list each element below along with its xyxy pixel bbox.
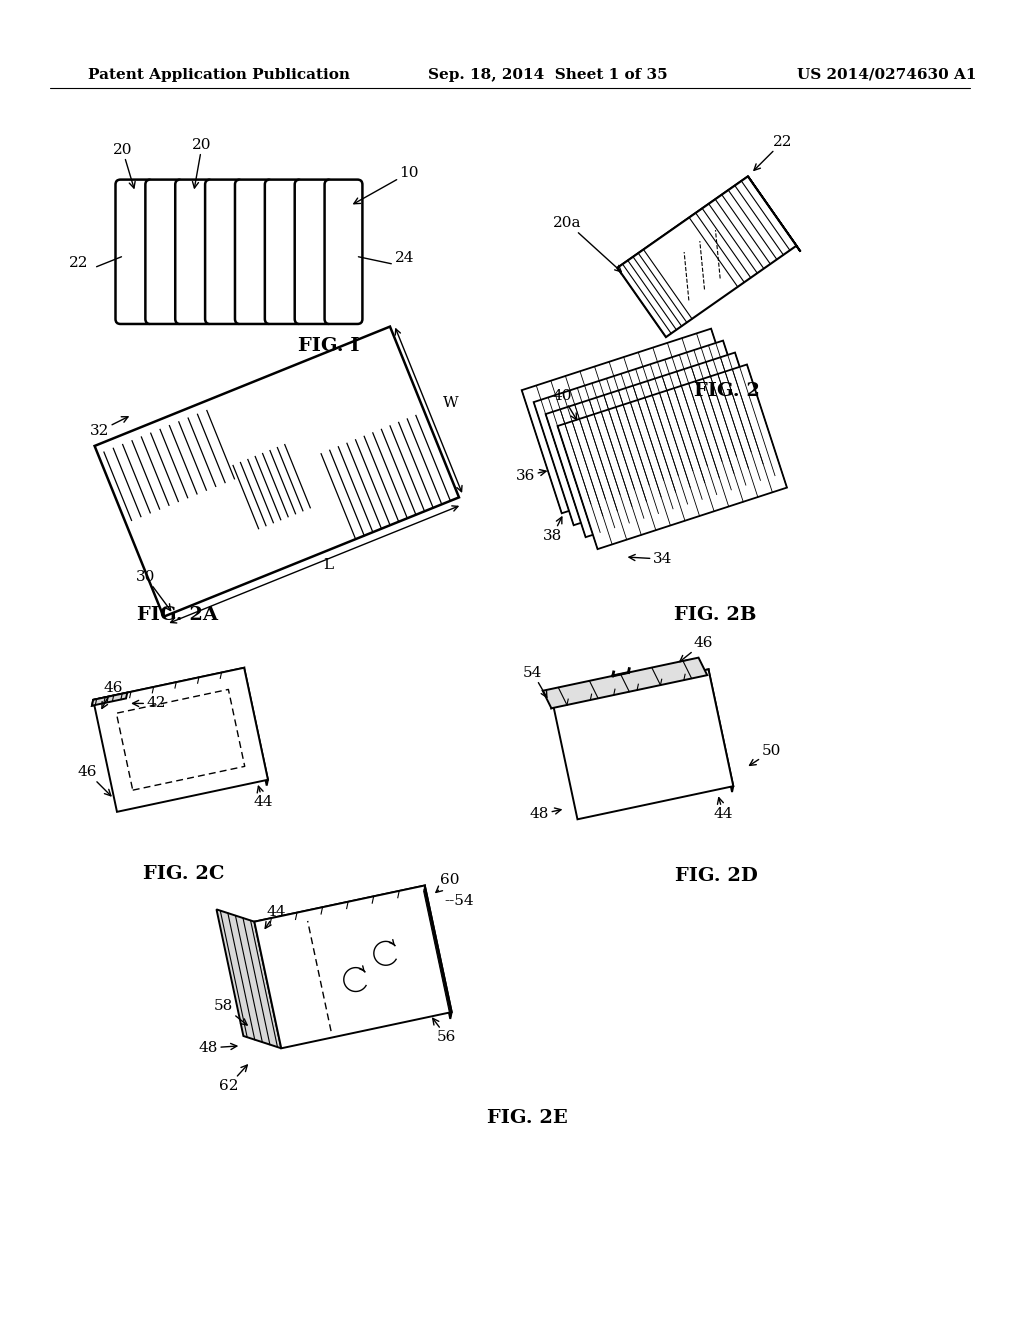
Text: 36: 36 <box>516 469 546 483</box>
Polygon shape <box>553 669 733 820</box>
Polygon shape <box>254 886 452 1048</box>
Text: Sep. 18, 2014  Sheet 1 of 35: Sep. 18, 2014 Sheet 1 of 35 <box>428 67 668 82</box>
Text: US 2014/0274630 A1: US 2014/0274630 A1 <box>797 67 976 82</box>
Text: 58: 58 <box>214 999 247 1026</box>
Text: 46: 46 <box>680 636 714 661</box>
FancyBboxPatch shape <box>205 180 243 323</box>
Polygon shape <box>748 177 801 252</box>
Polygon shape <box>557 364 786 549</box>
Text: 20: 20 <box>193 137 212 187</box>
FancyBboxPatch shape <box>295 180 333 323</box>
FancyBboxPatch shape <box>145 180 183 323</box>
Text: 30: 30 <box>136 570 171 610</box>
Text: FIG. 2B: FIG. 2B <box>674 606 756 624</box>
Polygon shape <box>216 909 282 1048</box>
Text: 42: 42 <box>132 697 166 710</box>
FancyBboxPatch shape <box>116 180 154 323</box>
Text: L: L <box>323 557 333 572</box>
Text: 40: 40 <box>553 389 577 420</box>
Polygon shape <box>617 177 752 273</box>
Text: 56: 56 <box>433 1018 457 1044</box>
Text: 44: 44 <box>253 787 272 809</box>
Text: FIG. I: FIG. I <box>298 338 359 355</box>
Text: 22: 22 <box>69 256 88 269</box>
Text: FIG. 2: FIG. 2 <box>694 383 760 400</box>
Text: 20a: 20a <box>553 216 622 272</box>
Text: Patent Application Publication: Patent Application Publication <box>88 67 349 82</box>
Text: FIG. 2E: FIG. 2E <box>487 1109 568 1127</box>
Text: W: W <box>442 396 459 409</box>
Text: 46: 46 <box>102 681 123 709</box>
Text: 60: 60 <box>436 874 460 892</box>
Polygon shape <box>708 669 733 792</box>
Polygon shape <box>521 329 751 513</box>
Text: 50: 50 <box>750 744 781 766</box>
Text: 20: 20 <box>113 143 135 187</box>
Polygon shape <box>617 177 797 337</box>
Text: 48: 48 <box>530 808 561 821</box>
Text: 54: 54 <box>523 665 547 697</box>
Polygon shape <box>92 668 244 706</box>
Polygon shape <box>253 886 425 928</box>
Polygon shape <box>92 693 127 706</box>
Text: 38: 38 <box>543 517 562 543</box>
FancyBboxPatch shape <box>325 180 362 323</box>
Polygon shape <box>551 669 709 709</box>
Text: 34: 34 <box>629 552 672 566</box>
Text: 32: 32 <box>90 417 128 438</box>
Text: 10: 10 <box>354 165 419 203</box>
Polygon shape <box>534 341 763 525</box>
Polygon shape <box>543 657 708 709</box>
Text: FIG. 2C: FIG. 2C <box>143 865 225 883</box>
Polygon shape <box>93 668 268 812</box>
FancyBboxPatch shape <box>175 180 213 323</box>
FancyBboxPatch shape <box>234 180 272 323</box>
Text: 24: 24 <box>395 251 415 265</box>
Text: 44: 44 <box>714 797 733 821</box>
Text: 22: 22 <box>754 135 793 170</box>
Text: 46: 46 <box>78 766 111 796</box>
Polygon shape <box>243 668 268 785</box>
FancyBboxPatch shape <box>265 180 303 323</box>
Text: FIG. 2A: FIG. 2A <box>137 606 218 624</box>
Text: 44: 44 <box>265 904 286 928</box>
Text: 62: 62 <box>219 1065 248 1093</box>
Polygon shape <box>94 326 459 616</box>
Text: FIG. 2D: FIG. 2D <box>676 867 759 884</box>
Polygon shape <box>546 352 775 537</box>
Text: --54: --54 <box>444 895 474 908</box>
Text: 48: 48 <box>199 1041 237 1055</box>
Polygon shape <box>423 886 452 1019</box>
